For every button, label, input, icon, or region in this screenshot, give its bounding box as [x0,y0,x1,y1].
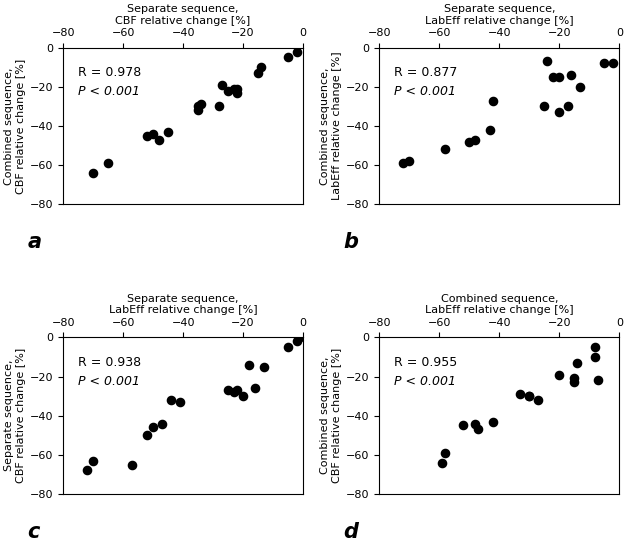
Point [292,47,302,56]
Point [438,458,448,467]
Point [549,72,559,81]
Y-axis label: Combined sequence,
CBF relative change [%]: Combined sequence, CBF relative change [… [4,59,26,194]
Point [148,129,158,138]
X-axis label: Separate sequence,
LabEff relative change [%]: Separate sequence, LabEff relative chang… [109,294,258,315]
Point [250,384,260,393]
X-axis label: Separate sequence,
CBF relative change [%]: Separate sequence, CBF relative change [… [115,4,251,26]
Text: R = 0.877: R = 0.877 [394,66,457,80]
Point [404,157,414,166]
Point [214,102,224,111]
Point [244,361,254,369]
Y-axis label: Separate sequence,
CBF relative change [%]: Separate sequence, CBF relative change [… [4,348,26,483]
Point [485,126,495,134]
Point [154,135,164,144]
Point [232,88,242,97]
Y-axis label: Combined sequence,
CBF relative change [%]: Combined sequence, CBF relative change [… [320,348,342,483]
X-axis label: Separate sequence,
LabEff relative change [%]: Separate sequence, LabEff relative chang… [425,4,574,26]
Point [488,96,498,105]
Point [566,71,576,80]
Text: R = 0.978: R = 0.978 [78,66,141,80]
Point [127,460,137,469]
Point [82,466,92,475]
Text: c: c [27,522,40,542]
Point [465,137,475,146]
Point [229,85,239,93]
Point [142,431,152,440]
Point [166,395,176,404]
Point [175,398,185,406]
Text: a: a [27,232,41,253]
Point [148,423,158,432]
Point [554,72,564,81]
Point [223,86,233,95]
Point [534,395,544,404]
Point [88,456,98,465]
Point [256,63,266,72]
Point [440,448,450,457]
Text: R = 0.955: R = 0.955 [394,356,457,369]
Point [157,419,167,428]
Point [440,145,450,154]
Y-axis label: Combined sequence,
LabEff relative change [%]: Combined sequence, LabEff relative chang… [320,51,342,200]
Point [163,127,173,136]
Point [591,352,601,361]
Point [569,374,579,383]
Point [563,102,573,111]
Point [515,390,525,399]
Point [295,333,305,342]
Point [470,419,480,428]
Point [599,59,609,68]
Point [232,386,242,395]
Point [217,80,227,89]
Point [232,85,242,93]
Point [539,102,549,111]
Point [473,425,483,434]
Point [259,362,269,371]
Point [238,392,248,400]
Point [283,343,293,352]
Point [292,337,302,346]
Point [398,159,408,168]
Point [524,392,534,400]
Point [142,132,152,140]
Point [554,370,564,379]
Point [223,386,233,395]
Text: P < 0.001: P < 0.001 [394,85,456,98]
Point [88,169,98,178]
Point [103,159,113,168]
Point [542,57,552,66]
Point [554,108,564,117]
Text: d: d [344,522,359,542]
Point [488,417,498,426]
Text: b: b [344,232,359,253]
Point [253,69,263,77]
Text: P < 0.001: P < 0.001 [78,85,140,98]
Point [524,392,534,400]
Point [283,53,293,62]
Point [591,343,601,352]
Point [458,421,468,430]
X-axis label: Combined sequence,
LabEff relative change [%]: Combined sequence, LabEff relative chang… [425,294,574,315]
Point [229,388,239,397]
Point [576,82,586,91]
Point [470,135,480,144]
Point [193,106,203,114]
Text: R = 0.938: R = 0.938 [78,356,140,369]
Text: P < 0.001: P < 0.001 [394,375,456,388]
Text: P < 0.001: P < 0.001 [78,375,140,388]
Point [608,59,618,68]
Point [569,378,579,387]
Point [193,102,203,111]
Point [572,358,582,367]
Point [196,100,206,109]
Point [593,376,603,385]
